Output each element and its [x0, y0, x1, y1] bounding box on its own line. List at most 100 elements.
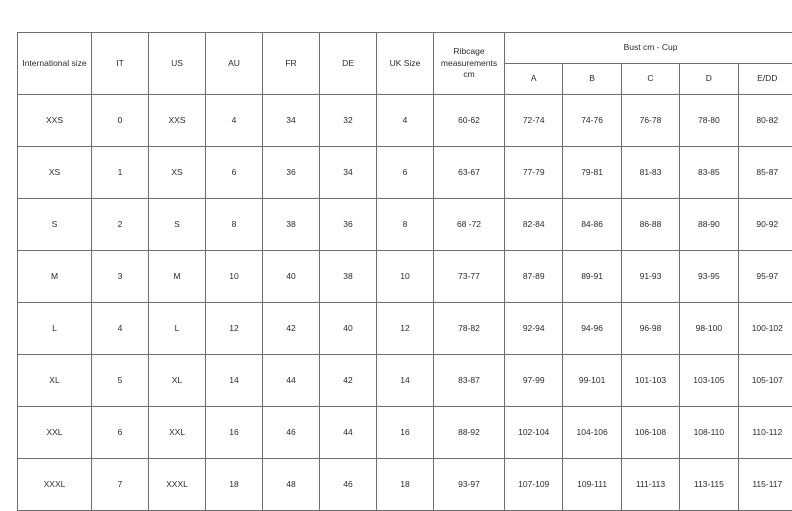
column-header-cup-edd: E/DD	[738, 64, 792, 95]
cell-international-size: M	[18, 251, 92, 303]
cell-cup-b: 84-86	[563, 199, 621, 251]
table-row: S 2 S 8 38 36 8 68 -72 82-84 84-86 86-88…	[18, 199, 792, 251]
table-row: XXS 0 XXS 4 34 32 4 60-62 72-74 74-76 76…	[18, 95, 792, 147]
cell-au: 10	[206, 251, 263, 303]
cell-ribcage: 63-67	[434, 147, 505, 199]
cell-fr: 46	[263, 407, 320, 459]
cell-fr: 34	[263, 95, 320, 147]
cell-uk: 16	[377, 407, 434, 459]
table-row: XL 5 XL 14 44 42 14 83-87 97-99 99-101 1…	[18, 355, 792, 407]
cell-fr: 36	[263, 147, 320, 199]
cell-au: 8	[206, 199, 263, 251]
cell-it: 4	[92, 303, 149, 355]
cell-de: 44	[320, 407, 377, 459]
table-row: XXL 6 XXL 16 46 44 16 88-92 102-104 104-…	[18, 407, 792, 459]
cell-cup-edd: 105-107	[738, 355, 792, 407]
cell-us: XXXL	[149, 459, 206, 511]
table-row: L 4 L 12 42 40 12 78-82 92-94 94-96 96-9…	[18, 303, 792, 355]
cell-it: 3	[92, 251, 149, 303]
cell-cup-c: 96-98	[621, 303, 679, 355]
cell-uk: 14	[377, 355, 434, 407]
column-header-it: IT	[92, 33, 149, 95]
cell-cup-d: 83-85	[680, 147, 738, 199]
cell-cup-b: 94-96	[563, 303, 621, 355]
cell-au: 4	[206, 95, 263, 147]
cell-uk: 12	[377, 303, 434, 355]
cell-cup-d: 78-80	[680, 95, 738, 147]
cell-au: 18	[206, 459, 263, 511]
cell-cup-b: 79-81	[563, 147, 621, 199]
table-body: XXS 0 XXS 4 34 32 4 60-62 72-74 74-76 76…	[18, 95, 792, 511]
cell-de: 36	[320, 199, 377, 251]
table-row: XXXL 7 XXXL 18 48 46 18 93-97 107-109 10…	[18, 459, 792, 511]
column-header-cup-c: C	[621, 64, 679, 95]
cell-cup-b: 74-76	[563, 95, 621, 147]
cell-cup-edd: 80-82	[738, 95, 792, 147]
cell-ribcage: 83-87	[434, 355, 505, 407]
cell-de: 40	[320, 303, 377, 355]
cell-cup-a: 77-79	[505, 147, 563, 199]
column-header-cup-a: A	[505, 64, 563, 95]
cell-cup-c: 101-103	[621, 355, 679, 407]
cell-cup-b: 89-91	[563, 251, 621, 303]
cell-cup-a: 87-89	[505, 251, 563, 303]
cell-cup-c: 91-93	[621, 251, 679, 303]
cell-it: 6	[92, 407, 149, 459]
cell-international-size: S	[18, 199, 92, 251]
cell-uk: 6	[377, 147, 434, 199]
cell-cup-d: 113-115	[680, 459, 738, 511]
cell-international-size: L	[18, 303, 92, 355]
column-header-ribcage-measurements: Ribcage measurements cm	[434, 33, 505, 95]
cell-ribcage: 68 -72	[434, 199, 505, 251]
cell-uk: 8	[377, 199, 434, 251]
cell-cup-a: 107-109	[505, 459, 563, 511]
cell-cup-c: 86-88	[621, 199, 679, 251]
cell-cup-c: 106-108	[621, 407, 679, 459]
cell-fr: 40	[263, 251, 320, 303]
cell-cup-b: 99-101	[563, 355, 621, 407]
header-row-primary: International size IT US AU FR DE UK Siz…	[18, 33, 792, 64]
cell-de: 38	[320, 251, 377, 303]
cell-us: M	[149, 251, 206, 303]
column-header-us: US	[149, 33, 206, 95]
cell-cup-a: 72-74	[505, 95, 563, 147]
column-header-au: AU	[206, 33, 263, 95]
cell-it: 2	[92, 199, 149, 251]
cell-uk: 10	[377, 251, 434, 303]
cell-ribcage: 78-82	[434, 303, 505, 355]
cell-de: 46	[320, 459, 377, 511]
cell-cup-a: 92-94	[505, 303, 563, 355]
cell-ribcage: 73-77	[434, 251, 505, 303]
cell-us: L	[149, 303, 206, 355]
cell-cup-d: 98-100	[680, 303, 738, 355]
cell-us: XXS	[149, 95, 206, 147]
table-header: International size IT US AU FR DE UK Siz…	[18, 33, 792, 95]
cell-cup-a: 82-84	[505, 199, 563, 251]
cell-cup-a: 97-99	[505, 355, 563, 407]
cell-fr: 44	[263, 355, 320, 407]
cell-de: 34	[320, 147, 377, 199]
cell-international-size: XL	[18, 355, 92, 407]
cell-uk: 4	[377, 95, 434, 147]
cell-cup-c: 81-83	[621, 147, 679, 199]
cell-cup-a: 102-104	[505, 407, 563, 459]
cell-us: XS	[149, 147, 206, 199]
cell-fr: 42	[263, 303, 320, 355]
cell-au: 6	[206, 147, 263, 199]
cell-cup-b: 109-111	[563, 459, 621, 511]
cell-international-size: XXXL	[18, 459, 92, 511]
cell-cup-edd: 95-97	[738, 251, 792, 303]
cell-it: 7	[92, 459, 149, 511]
cell-fr: 48	[263, 459, 320, 511]
cell-cup-c: 76-78	[621, 95, 679, 147]
cell-international-size: XS	[18, 147, 92, 199]
cell-cup-b: 104-106	[563, 407, 621, 459]
cell-cup-edd: 85-87	[738, 147, 792, 199]
table-row: M 3 M 10 40 38 10 73-77 87-89 89-91 91-9…	[18, 251, 792, 303]
cell-us: S	[149, 199, 206, 251]
cell-cup-c: 111-113	[621, 459, 679, 511]
cell-au: 14	[206, 355, 263, 407]
cell-cup-d: 93-95	[680, 251, 738, 303]
table-row: XS 1 XS 6 36 34 6 63-67 77-79 79-81 81-8…	[18, 147, 792, 199]
cell-cup-edd: 90-92	[738, 199, 792, 251]
